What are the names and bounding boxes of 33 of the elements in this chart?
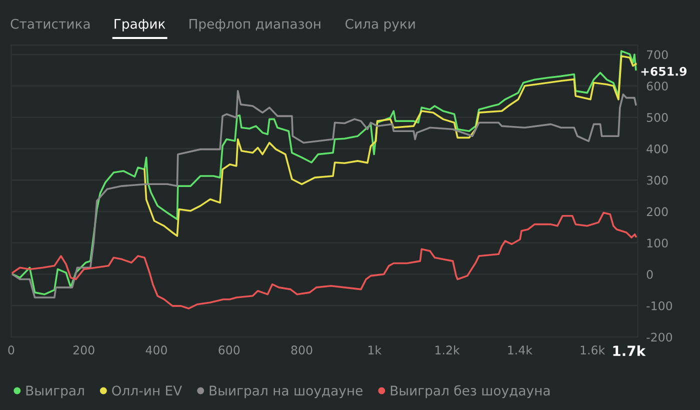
legend-label: Выиграл без шоудауна (390, 385, 550, 398)
text: Префлоп диапазон (190, 19, 320, 32)
y-tick-label: 100 (647, 238, 668, 248)
y-tick-label: 500 (646, 113, 668, 122)
annotation: +651.9 (641, 66, 687, 76)
y-tick-label: -200 (646, 332, 672, 342)
x-tick-label: 0 (8, 346, 14, 354)
y-tick-label: 300 (646, 176, 668, 185)
text: Статистика (10, 18, 90, 29)
legend-label: Выиграл (26, 386, 84, 398)
x-tick-label: 1.4k (508, 345, 532, 354)
x-tick-label: 600 (218, 346, 240, 354)
line-series (11, 212, 637, 310)
y-tick-label: 200 (646, 207, 668, 216)
text: Сила руки (345, 18, 415, 32)
x-tick-label: 800 (291, 346, 312, 354)
line-series (144, 55, 637, 237)
y-tick-label: -100 (646, 301, 672, 310)
x-tick-label: 1.7k (613, 345, 646, 356)
x-tick-label: 200 (73, 346, 94, 354)
line-series (11, 50, 637, 296)
y-tick-label: 700 (647, 50, 668, 60)
x-tick-label: 1.2k (436, 345, 460, 354)
y-tick-label: 400 (646, 144, 668, 154)
x-tick-label: 400 (146, 346, 167, 354)
y-tick-label: 0 (646, 270, 653, 279)
text: График (114, 19, 166, 32)
y-tick-label: 600 (646, 82, 668, 91)
legend-label: Выиграл на шоудауне (210, 386, 362, 398)
line-series (11, 90, 637, 298)
legend-label: Олл-ин EV (112, 386, 182, 396)
x-tick-label: 1.6k (580, 345, 606, 354)
x-tick-label: 1k (368, 345, 382, 354)
